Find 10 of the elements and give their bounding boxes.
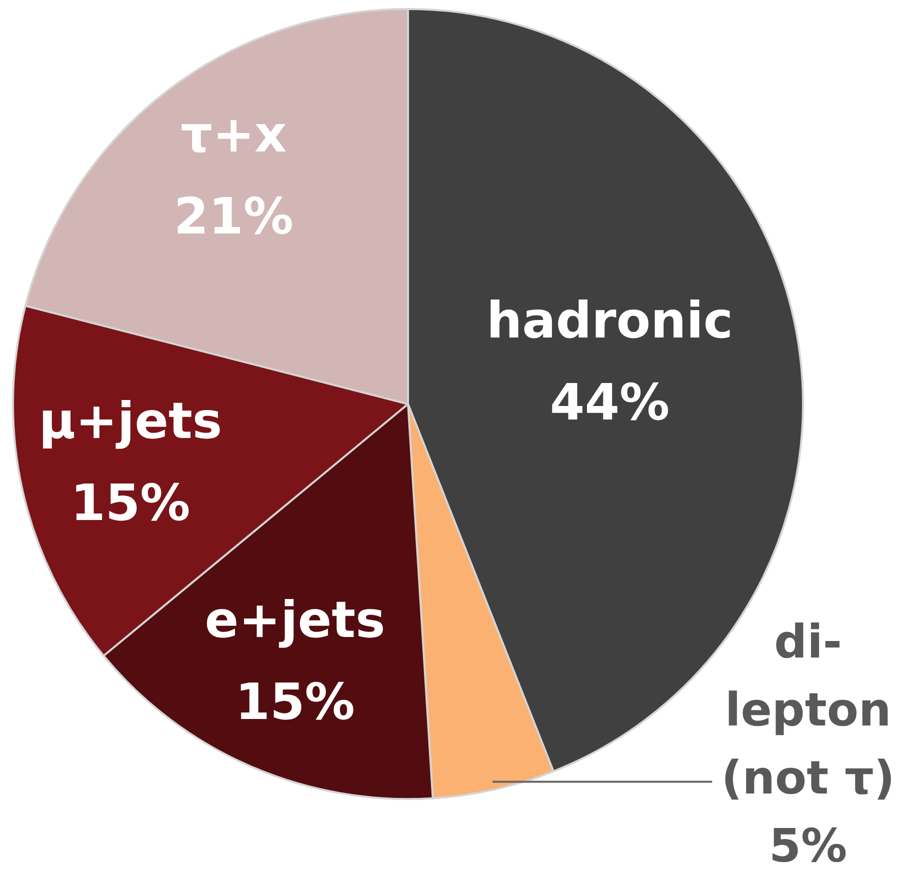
data-label: 44% bbox=[550, 373, 670, 432]
slice-label: hadronic bbox=[486, 291, 734, 350]
data-label: 15% bbox=[70, 474, 190, 532]
data-label: 21% bbox=[174, 187, 294, 246]
slice-label: e+jets bbox=[204, 590, 386, 649]
slice-label: μ+jets bbox=[38, 392, 222, 450]
data-label: 15% bbox=[235, 672, 355, 731]
slice-label: di-lepton (not τ) bbox=[721, 614, 895, 805]
slice-label: τ+x bbox=[180, 105, 287, 164]
data-label: 5% bbox=[769, 818, 848, 873]
